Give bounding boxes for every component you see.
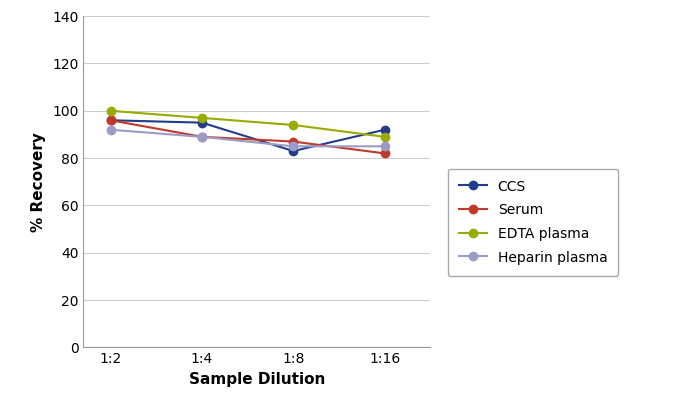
Line: CCS: CCS [106, 116, 389, 155]
X-axis label: Sample Dilution: Sample Dilution [189, 372, 325, 387]
Serum [289, 139, 298, 144]
CCS [198, 120, 206, 125]
Line: EDTA plasma: EDTA plasma [106, 107, 389, 141]
Serum [380, 151, 389, 156]
EDTA plasma [289, 122, 298, 127]
EDTA plasma [380, 135, 389, 139]
Serum [106, 118, 115, 123]
Serum [198, 135, 206, 139]
Heparin plasma [380, 144, 389, 149]
CCS [289, 149, 298, 154]
Heparin plasma [106, 127, 115, 132]
EDTA plasma [198, 116, 206, 120]
Y-axis label: % Recovery: % Recovery [31, 132, 46, 232]
Line: Heparin plasma: Heparin plasma [106, 126, 389, 150]
Heparin plasma [198, 135, 206, 139]
Legend: CCS, Serum, EDTA plasma, Heparin plasma: CCS, Serum, EDTA plasma, Heparin plasma [448, 168, 618, 276]
Line: Serum: Serum [106, 116, 389, 158]
CCS [106, 118, 115, 123]
EDTA plasma [106, 108, 115, 113]
CCS [380, 127, 389, 132]
Heparin plasma [289, 144, 298, 149]
